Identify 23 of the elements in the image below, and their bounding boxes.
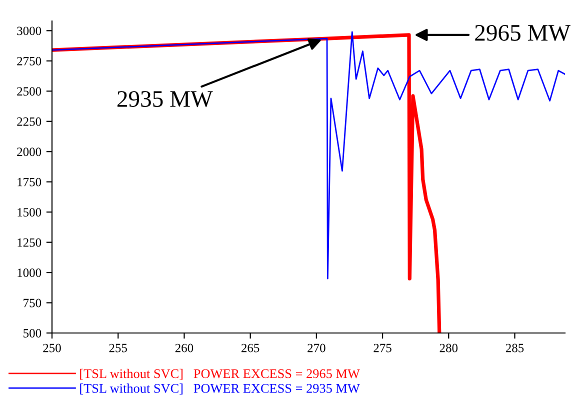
x-tick-label: 285 xyxy=(506,344,524,352)
annotation: 2935 MW xyxy=(117,91,213,108)
y-tick-label: 1500 xyxy=(18,208,42,217)
y-tick-label: 3000 xyxy=(17,26,42,36)
x-tick-label: 265 xyxy=(242,344,260,352)
x-tick-label: 255 xyxy=(109,344,127,352)
x-tick-label: 280 xyxy=(440,344,458,352)
x-tick-label: 250 xyxy=(43,344,61,352)
annotation: 2965 MW xyxy=(475,24,570,41)
x-tick-label: 270 xyxy=(308,344,326,352)
y-tick-label: 2500 xyxy=(17,87,42,96)
legend-label: [TSL without SVC] POWER EXCESS = 2965 MW xyxy=(80,368,360,380)
y-tick-label: 2000 xyxy=(17,148,42,156)
y-tick-label: 1750 xyxy=(18,178,42,186)
y-tick-label: 500 xyxy=(24,329,42,338)
x-tick-label: 275 xyxy=(374,344,392,352)
y-tick-label: 2750 xyxy=(17,56,42,66)
y-tick-label: 750 xyxy=(24,298,42,308)
legend-label: [TSL without SVC] POWER EXCESS = 2935 MW xyxy=(80,384,360,394)
y-tick-label: 1250 xyxy=(18,238,42,247)
y-tick-label: 2250 xyxy=(17,117,42,126)
x-tick-label: 260 xyxy=(175,344,194,352)
y-tick-label: 1000 xyxy=(18,268,42,277)
